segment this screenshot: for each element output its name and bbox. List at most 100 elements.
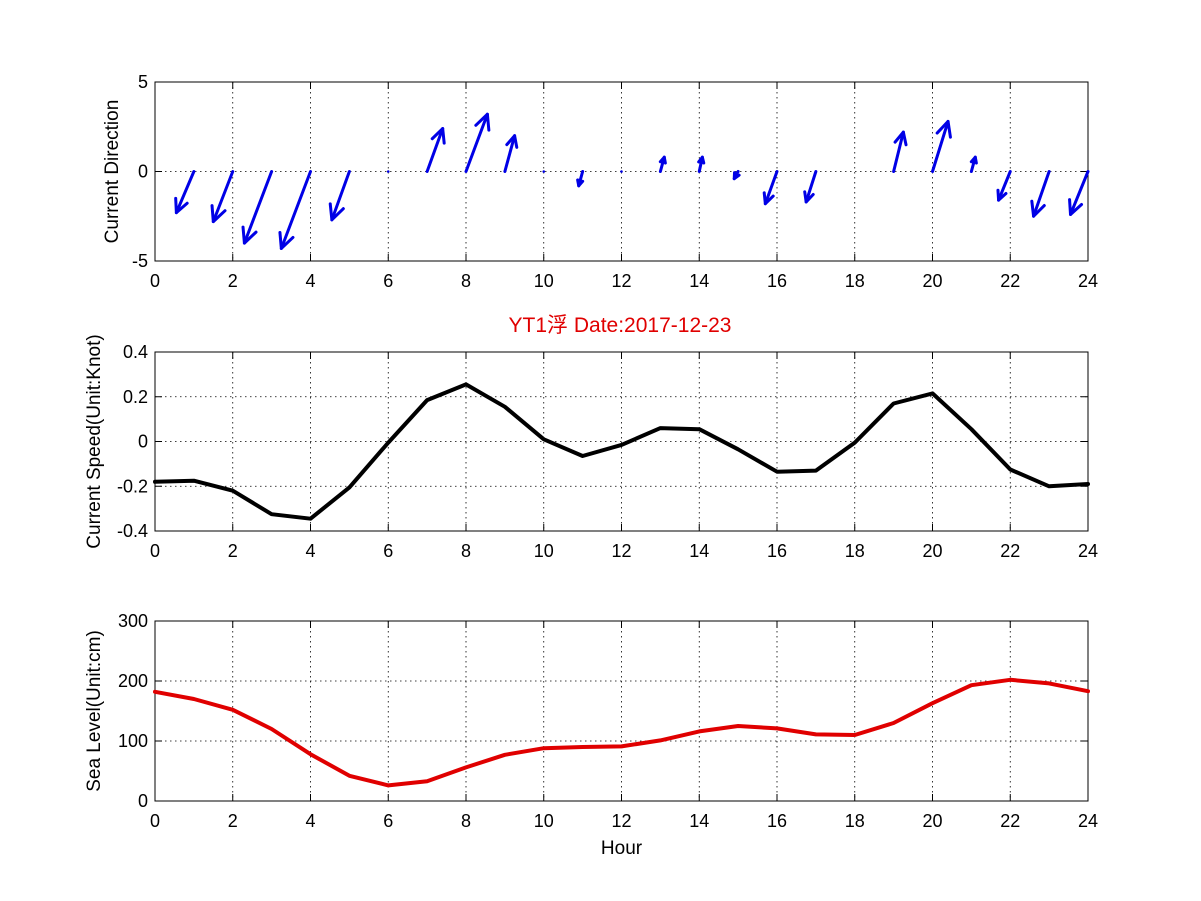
- current-arrow: [658, 155, 667, 173]
- current-arrow-head: [1030, 199, 1046, 218]
- x-tick-label: 0: [150, 811, 160, 831]
- x-tick-label: 18: [845, 811, 865, 831]
- y-tick-label: -0.4: [117, 521, 148, 541]
- current-arrow-head: [732, 171, 741, 181]
- x-tick-label: 6: [383, 811, 393, 831]
- x-tick-label: 8: [461, 271, 471, 291]
- current-arrow: [931, 119, 952, 173]
- current-arrow: [697, 155, 706, 173]
- x-tick-label: 2: [228, 541, 238, 561]
- current-arrow: [503, 134, 519, 173]
- current-arrow-shaft: [503, 134, 517, 173]
- current-arrow-shaft: [1032, 170, 1051, 218]
- current-speed-panel: 0 2 4 6 8 10 12 14 16 18 20 22 24-0.4-0.200.20.4Curr…: [84, 334, 1098, 561]
- x-tick-label: 12: [611, 811, 631, 831]
- y-tick-label: -5: [132, 251, 148, 271]
- current-arrow-shaft: [330, 170, 351, 222]
- current-arrow-shaft: [279, 170, 312, 250]
- current-arrow-head: [430, 127, 446, 145]
- y-tick-label: 0.2: [123, 387, 148, 407]
- current-arrow-head: [278, 231, 295, 250]
- current-arrow: [328, 170, 351, 222]
- current-arrow-head: [762, 191, 775, 206]
- current-arrow-head: [505, 134, 519, 149]
- x-tick-label: 24: [1078, 271, 1098, 291]
- current-arrow-shaft: [211, 170, 235, 224]
- current-arrow-shaft: [804, 170, 818, 204]
- current-arrow-dot: [542, 170, 546, 173]
- current-arrow-head: [658, 155, 667, 165]
- current-arrow-head: [935, 119, 952, 139]
- x-tick-label: 16: [767, 541, 787, 561]
- current-arrow: [892, 130, 908, 173]
- x-axis-label: Hour: [601, 838, 643, 859]
- x-tick-label: 10: [534, 271, 554, 291]
- current-arrow-head: [328, 202, 345, 222]
- current-arrow-shaft: [242, 170, 274, 245]
- current-arrow-shaft: [997, 170, 1012, 202]
- current-arrow-head: [969, 155, 978, 165]
- current-arrow-head: [241, 225, 258, 245]
- current-arrow-shaft: [931, 119, 950, 173]
- current-arrow: [803, 170, 818, 204]
- current-arrow: [278, 170, 312, 250]
- x-tick-label: 14: [689, 541, 709, 561]
- x-tick-label: 16: [767, 271, 787, 291]
- current-arrow: [210, 170, 235, 224]
- y-tick-label: 200: [118, 671, 148, 691]
- y-tick-label: 0: [138, 432, 148, 452]
- current-arrow: [1068, 170, 1090, 216]
- x-tick-label: 20: [922, 541, 942, 561]
- x-tick-label: 4: [305, 541, 315, 561]
- current-arrow-shaft: [425, 127, 445, 173]
- y-tick-label: 0: [138, 791, 148, 811]
- current-arrow-shaft: [763, 170, 779, 206]
- current-arrow-dot: [620, 170, 623, 173]
- y-axis-label: Current Direction: [102, 100, 123, 244]
- x-tick-label: 22: [1000, 811, 1020, 831]
- x-tick-label: 10: [534, 811, 554, 831]
- series-line: [153, 382, 1090, 521]
- y-tick-label: -0.2: [117, 476, 148, 496]
- y-tick-label: 0.4: [123, 342, 148, 362]
- y-tick-label: 100: [118, 731, 148, 751]
- x-tick-label: 0: [150, 541, 160, 561]
- y-tick-label: 5: [138, 72, 148, 92]
- current-arrow: [386, 170, 390, 173]
- x-tick-label: 24: [1078, 541, 1098, 561]
- x-tick-label: 14: [689, 271, 709, 291]
- x-tick-label: 6: [383, 271, 393, 291]
- x-tick-label: 0: [150, 271, 160, 291]
- current-arrow: [969, 155, 978, 173]
- current-arrow: [464, 112, 491, 173]
- x-tick-label: 18: [845, 541, 865, 561]
- current-arrow: [241, 170, 274, 245]
- current-arrow-head: [210, 204, 227, 224]
- x-tick-label: 20: [922, 271, 942, 291]
- x-tick-label: 8: [461, 541, 471, 561]
- x-tick-label: 2: [228, 811, 238, 831]
- x-tick-label: 4: [305, 271, 315, 291]
- x-tick-label: 4: [305, 811, 315, 831]
- y-axis-label: Sea Level(Unit:cm): [84, 630, 105, 792]
- x-tick-label: 12: [611, 271, 631, 291]
- current-arrow-shaft: [1069, 170, 1090, 216]
- current-arrow-head: [576, 178, 585, 188]
- current-arrow-shaft: [174, 170, 196, 215]
- y-axis-label: Current Speed(Unit:Knot): [84, 334, 105, 548]
- current-arrow: [425, 127, 446, 173]
- current-arrow-head: [697, 155, 706, 165]
- x-tick-label: 18: [845, 271, 865, 291]
- x-tick-label: 20: [922, 811, 942, 831]
- current-arrow: [996, 170, 1012, 202]
- x-tick-label: 6: [383, 541, 393, 561]
- current-arrow-shaft: [464, 112, 489, 173]
- current-arrow-head: [893, 130, 908, 147]
- current-arrow: [542, 170, 546, 173]
- x-tick-label: 14: [689, 811, 709, 831]
- current-arrow: [174, 170, 196, 215]
- x-tick-label: 22: [1000, 541, 1020, 561]
